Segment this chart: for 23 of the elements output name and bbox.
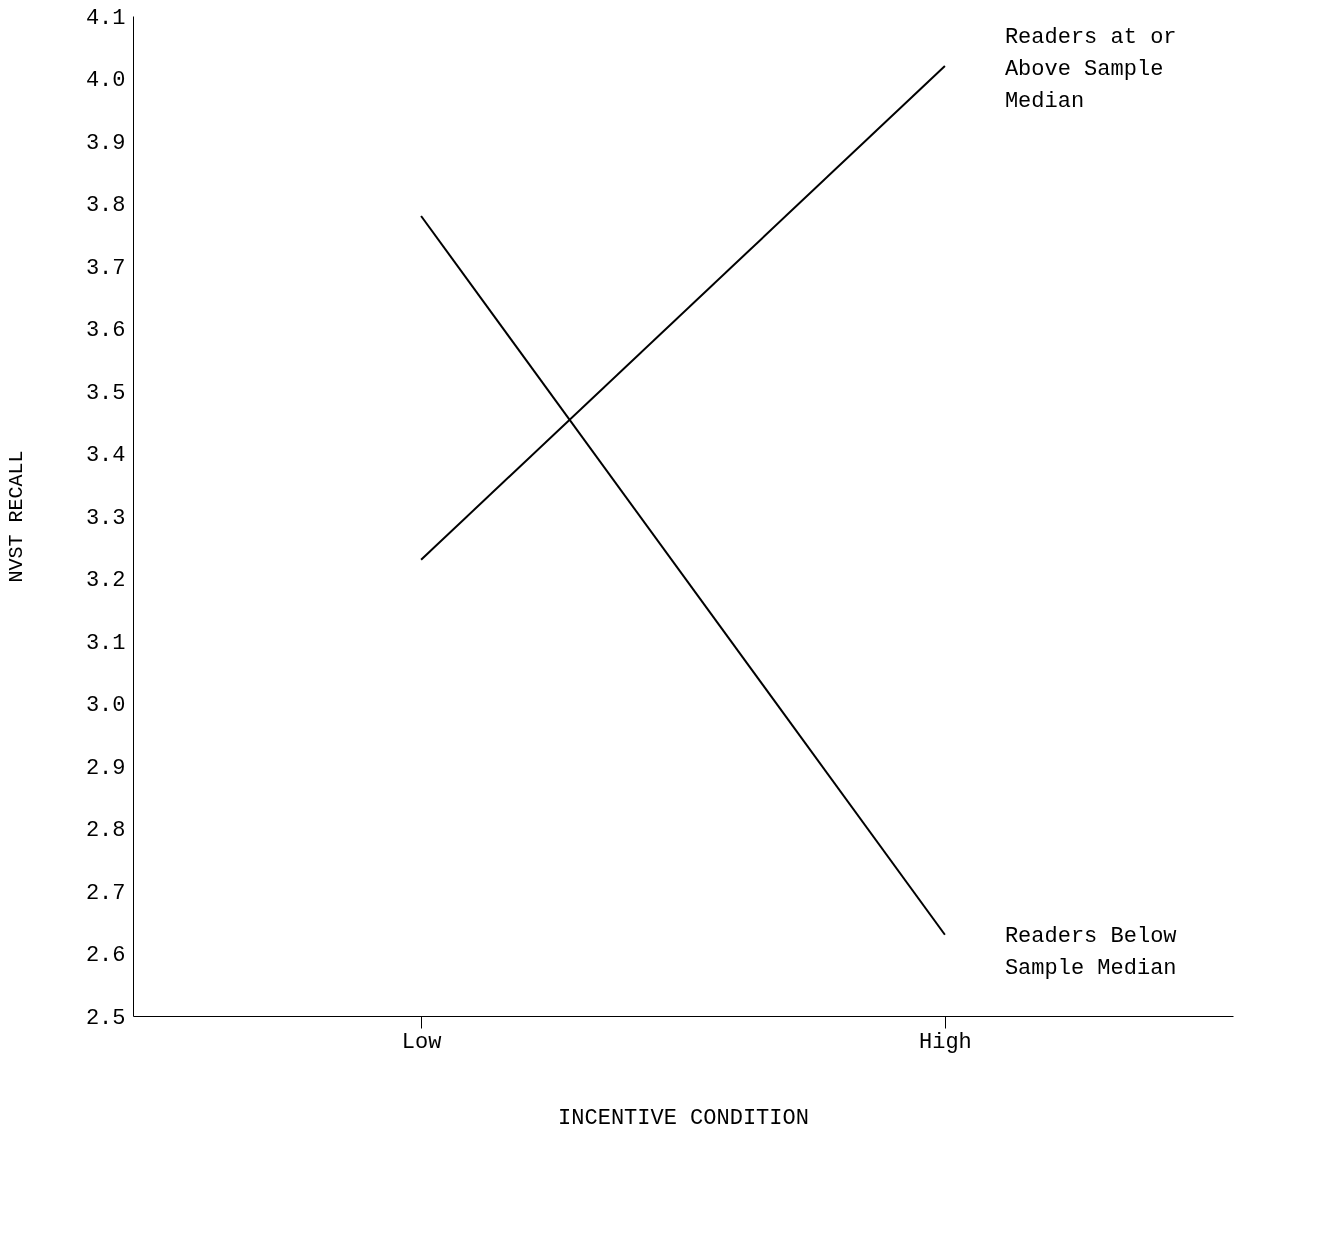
y-tick-label: 3.2 bbox=[85, 568, 126, 593]
y-tick-label: 3.6 bbox=[85, 318, 126, 343]
y-tick-label: 3.4 bbox=[85, 443, 126, 468]
text: Readers at or Above Sample Median bbox=[1004, 25, 1177, 114]
y-axis-title: NVST RECALL bbox=[4, 450, 28, 583]
x-tick-label: High bbox=[919, 1029, 972, 1055]
y-tick-label: 3.5 bbox=[85, 380, 126, 406]
y-tick-label: 3.0 bbox=[85, 693, 126, 718]
x-tick-label: Low bbox=[401, 1029, 442, 1055]
y-tick-label: 3.9 bbox=[85, 130, 126, 156]
y-tick-label: 3.1 bbox=[85, 630, 126, 656]
y-tick-label: 4.1 bbox=[85, 5, 126, 31]
y-tick-label: 3.7 bbox=[85, 255, 126, 281]
x-axis-title: INCENTIVE CONDITION bbox=[558, 1105, 809, 1131]
y-tick-label: 2.6 bbox=[85, 943, 126, 968]
y-tick-label: 2.9 bbox=[85, 755, 126, 781]
y-tick-label: 3.3 bbox=[85, 505, 126, 531]
y-tick-label: 2.8 bbox=[85, 818, 126, 843]
y-tick-label: 2.7 bbox=[85, 880, 126, 906]
y-tick-label: 3.8 bbox=[85, 193, 126, 218]
y-tick-label: 2.5 bbox=[85, 1005, 126, 1031]
text: Readers Below Sample Median bbox=[1004, 923, 1177, 981]
y-tick-label: 4.0 bbox=[85, 68, 126, 93]
